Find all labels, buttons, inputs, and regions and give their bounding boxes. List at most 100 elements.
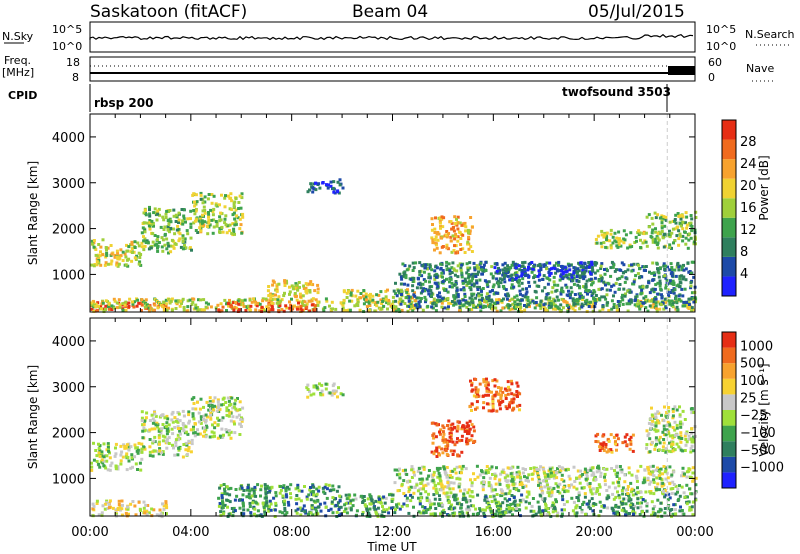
power-echo-cell bbox=[642, 301, 645, 305]
velocity-echo-cell bbox=[587, 502, 591, 506]
velocity-echo-cell bbox=[497, 392, 501, 396]
power-echo-cell bbox=[487, 305, 491, 309]
power-echo-cell bbox=[197, 298, 200, 302]
velocity-echo-cell bbox=[465, 511, 469, 515]
velocity-echo-cell bbox=[90, 461, 93, 465]
velocity-echo-cell bbox=[383, 510, 387, 513]
velocity-echo-cell bbox=[232, 405, 236, 409]
velocity-echo-cell bbox=[687, 467, 691, 471]
velocity-echo-cell bbox=[126, 507, 130, 511]
velocity-echo-cell bbox=[623, 473, 627, 477]
power-ylabel: Slant Range [km] bbox=[26, 161, 40, 265]
freq-tick-low: 8 bbox=[72, 71, 79, 84]
velocity-echo-cell bbox=[240, 486, 244, 490]
velocity-echo-cell bbox=[227, 512, 231, 516]
power-echo-cell bbox=[164, 305, 168, 309]
power-echo-cell bbox=[518, 278, 521, 282]
velocity-echo-cell bbox=[565, 500, 569, 504]
power-echo-cell bbox=[419, 283, 422, 286]
velocity-echo-cell bbox=[446, 485, 450, 489]
power-echo-cell bbox=[681, 221, 684, 225]
power-echo-cell bbox=[484, 269, 488, 272]
cpid-program-2: twofsound 3503 bbox=[562, 85, 671, 99]
velocity-echo-cell bbox=[578, 506, 582, 509]
power-echo-cell bbox=[125, 243, 128, 247]
velocity-echo-cell bbox=[151, 421, 155, 425]
velocity-echo-cell bbox=[302, 504, 306, 508]
power-echo-cell bbox=[672, 291, 676, 295]
velocity-echo-cell bbox=[471, 388, 475, 392]
power-echo-cell bbox=[638, 301, 642, 305]
power-echo-cell bbox=[177, 218, 181, 222]
velocity-echo-cell bbox=[331, 484, 335, 488]
velocity-echo-cell bbox=[620, 468, 624, 472]
velocity-echo-cell bbox=[630, 473, 634, 477]
power-echo-cell bbox=[130, 259, 134, 263]
power-echo-cell bbox=[231, 222, 235, 226]
power-echo-cell bbox=[482, 298, 486, 302]
power-echo-cell bbox=[148, 225, 152, 229]
power-echo-cell bbox=[283, 284, 287, 287]
power-echo-cell bbox=[462, 303, 466, 307]
power-echo-cell bbox=[121, 302, 125, 306]
velocity-echo-cell bbox=[346, 501, 350, 505]
velocity-echo-cell bbox=[510, 398, 514, 402]
power-echo-cell bbox=[381, 300, 385, 303]
velocity-echo-cell bbox=[202, 405, 205, 409]
velocity-echo-cell bbox=[478, 473, 482, 477]
velocity-echo-cell bbox=[307, 493, 311, 497]
power-echo-cell bbox=[407, 299, 411, 303]
power-echo-cell bbox=[569, 293, 572, 297]
power-echo-cell bbox=[185, 229, 189, 233]
velocity-echo-cell bbox=[498, 407, 502, 411]
power-echo-cell bbox=[304, 286, 308, 290]
power-echo-cell bbox=[624, 292, 627, 296]
power-echo-cell bbox=[350, 299, 354, 303]
velocity-echo-cell bbox=[193, 434, 197, 438]
velocity-echo-cell bbox=[485, 386, 489, 390]
velocity-echo-cell bbox=[204, 428, 208, 432]
power-echo-cell bbox=[164, 302, 168, 306]
velocity-echo-cell bbox=[490, 486, 494, 490]
velocity-echo-cell bbox=[177, 446, 181, 450]
power-echo-cell bbox=[311, 283, 315, 287]
velocity-echo-cell bbox=[527, 473, 531, 477]
power-echo-cell bbox=[591, 280, 595, 284]
power-echo-cell bbox=[394, 292, 398, 296]
power-echo-cell bbox=[330, 300, 334, 304]
velocity-echo-cell bbox=[136, 468, 139, 471]
velocity-echo-cell bbox=[92, 504, 96, 508]
velocity-echo-cell bbox=[491, 488, 495, 492]
power-echo-cell bbox=[680, 268, 684, 272]
power-echo-cell bbox=[514, 271, 517, 275]
power-echo-cell bbox=[583, 262, 587, 266]
power-echo-cell bbox=[587, 261, 591, 264]
power-echo-cell bbox=[189, 217, 192, 221]
power-echo-cell bbox=[532, 301, 536, 305]
velocity-echo-cell bbox=[102, 464, 106, 468]
velocity-echo-cell bbox=[691, 500, 695, 504]
velocity-echo-cell bbox=[476, 493, 480, 497]
power-echo-cell bbox=[657, 271, 661, 275]
power-echo-cell bbox=[486, 284, 490, 288]
power-echo-cell bbox=[133, 256, 137, 260]
velocity-echo-cell bbox=[133, 504, 137, 508]
velocity-echo-cell bbox=[481, 394, 485, 398]
velocity-echo-cell bbox=[158, 508, 162, 512]
velocity-echo-cell bbox=[690, 492, 694, 496]
power-echo-cell bbox=[178, 232, 182, 236]
velocity-echo-cell bbox=[484, 393, 488, 397]
power-echo-cell bbox=[671, 301, 675, 305]
power-echo-cell bbox=[225, 309, 228, 312]
power-echo-cell bbox=[147, 309, 151, 313]
velocity-echo-cell bbox=[303, 510, 307, 514]
power-echo-cell bbox=[616, 300, 620, 303]
power-echo-cell bbox=[639, 238, 642, 242]
power-echo-cell bbox=[453, 215, 457, 219]
velocity-echo-cell bbox=[503, 497, 507, 501]
velocity-echo-cell bbox=[627, 499, 631, 503]
power-echo-cell bbox=[689, 236, 693, 240]
velocity-echo-cell bbox=[595, 487, 599, 490]
power-echo-cell bbox=[273, 297, 277, 301]
power-echo-cell bbox=[534, 290, 538, 294]
